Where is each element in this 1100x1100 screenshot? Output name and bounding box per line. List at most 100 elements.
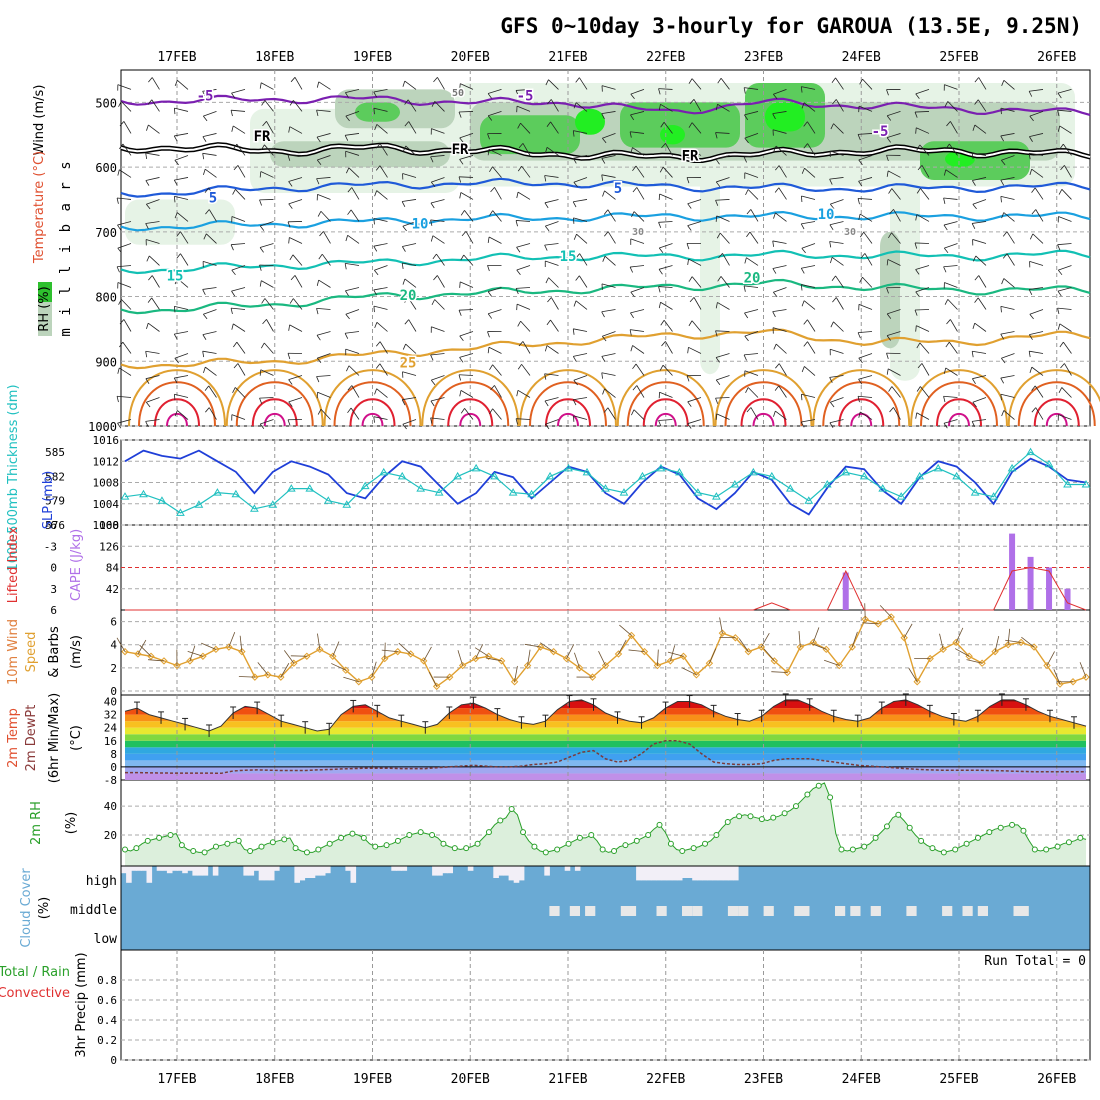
surface-wind-barb <box>954 648 970 657</box>
wind-barb <box>830 348 844 354</box>
rh-marker <box>918 837 925 844</box>
cape-bar <box>1046 567 1053 610</box>
wind-barb <box>715 155 730 160</box>
wind-barb <box>630 329 645 332</box>
wind-barb-flag <box>487 115 493 121</box>
wind-barb-flag <box>288 181 293 187</box>
wind-barb <box>772 265 787 269</box>
rh-marker <box>576 834 583 841</box>
wind-barb-flag <box>1060 363 1065 369</box>
contour-label: 25 <box>400 356 417 372</box>
thickness-marker <box>342 500 352 508</box>
rh-shade <box>765 102 805 132</box>
wind-barb-flag <box>347 209 352 215</box>
wind-speed-marker <box>523 661 532 670</box>
wind-side-label-1: 10m Wind <box>6 619 21 685</box>
heat-contour <box>626 381 705 427</box>
thickness-marker <box>656 463 666 472</box>
rh-marker <box>815 782 822 789</box>
temp-band <box>125 760 1086 767</box>
mid-cloud-gap <box>962 906 973 916</box>
wind-barb <box>858 133 873 135</box>
wind-barb-flag <box>1028 351 1031 358</box>
wind-barb <box>1057 307 1072 310</box>
surface-wind-barb <box>343 676 359 683</box>
wind-barb <box>630 111 645 116</box>
wind-barb-flag <box>289 100 294 106</box>
wind-barb-flag <box>374 388 377 395</box>
rh-marker <box>269 839 276 846</box>
wind-speed-marker <box>445 673 454 681</box>
wind-barb <box>516 243 531 248</box>
wind-barb-flag <box>517 364 522 370</box>
wind-barb <box>151 297 160 310</box>
thickness-marker <box>527 489 536 498</box>
wind-barb-flag <box>430 156 434 163</box>
wind-barb <box>663 320 673 332</box>
surface-wind-barb <box>862 622 879 625</box>
wind-barb <box>205 366 217 376</box>
rh-marker <box>292 845 299 852</box>
pressure-tick: 600 <box>95 161 117 175</box>
wind-barb <box>775 212 787 222</box>
mid-cloud-gap <box>835 906 846 916</box>
date-bottom-21FEB: 21FEB <box>548 1072 587 1087</box>
wind-barb-flag <box>288 126 291 133</box>
wind-barb-flag <box>914 242 918 249</box>
rh-side-label: RH (%) <box>37 286 52 331</box>
wind-barb-flag <box>430 379 436 386</box>
wind-barb <box>1035 407 1044 420</box>
wind-speed-marker <box>264 671 272 679</box>
wind-barb <box>206 233 217 244</box>
high-cloud-gap <box>263 866 270 881</box>
wind-barb-flag <box>715 413 718 420</box>
wind-barb <box>292 298 303 310</box>
wind-barb-flag <box>715 132 718 139</box>
wind-barb-flag <box>687 203 692 209</box>
wind-barb <box>548 277 559 288</box>
high-cloud-gap <box>192 866 198 876</box>
wind-barb-flag <box>1001 278 1005 285</box>
wind-speed-marker <box>991 647 999 656</box>
heat-contour <box>1045 412 1068 427</box>
wind-barb <box>1029 111 1044 117</box>
rh-marker <box>622 842 629 849</box>
wind-barb-flag <box>917 165 923 171</box>
wind-barb-flag <box>145 180 150 186</box>
heat-contour <box>519 369 617 427</box>
wind-barb <box>351 187 360 200</box>
thickness-marker <box>915 471 925 480</box>
wind-barb <box>804 167 816 178</box>
wind-barb-flag <box>572 130 575 137</box>
wind-barb-flag <box>319 231 324 237</box>
mid-cloud-gap <box>727 906 739 916</box>
wind-barb-flag <box>800 86 803 93</box>
wind-barb-flag <box>745 387 749 394</box>
wind-barb-flag <box>516 269 521 275</box>
surface-wind-barb <box>147 659 164 662</box>
mid-cloud-gap <box>870 906 881 916</box>
wind-barb <box>775 343 787 354</box>
thickness-marker <box>841 467 851 476</box>
wind-barb <box>373 416 388 420</box>
wind-barb <box>318 81 331 90</box>
wind-barb <box>231 243 246 246</box>
wind-barb <box>1063 341 1072 354</box>
wind-barb-flag <box>433 275 438 281</box>
high-cloud-gap <box>564 866 571 871</box>
wind-barb <box>202 261 217 266</box>
wind-barb-flag <box>232 387 236 393</box>
wind-barb-flag <box>148 275 153 281</box>
wind-barb-flag <box>602 137 607 144</box>
rh-marker <box>804 791 811 798</box>
heat-contour <box>447 398 494 427</box>
wind-barb-flag <box>459 357 464 363</box>
wind-barb-flag <box>231 125 234 132</box>
surface-wind-barb <box>879 605 892 618</box>
wind-barb-flag <box>888 232 892 239</box>
wind-barb-flag <box>686 177 690 184</box>
wind-barb <box>208 407 217 420</box>
wind-barb-flag <box>518 341 524 347</box>
wind-barb <box>266 121 274 134</box>
wind-barb-flag <box>261 298 266 304</box>
